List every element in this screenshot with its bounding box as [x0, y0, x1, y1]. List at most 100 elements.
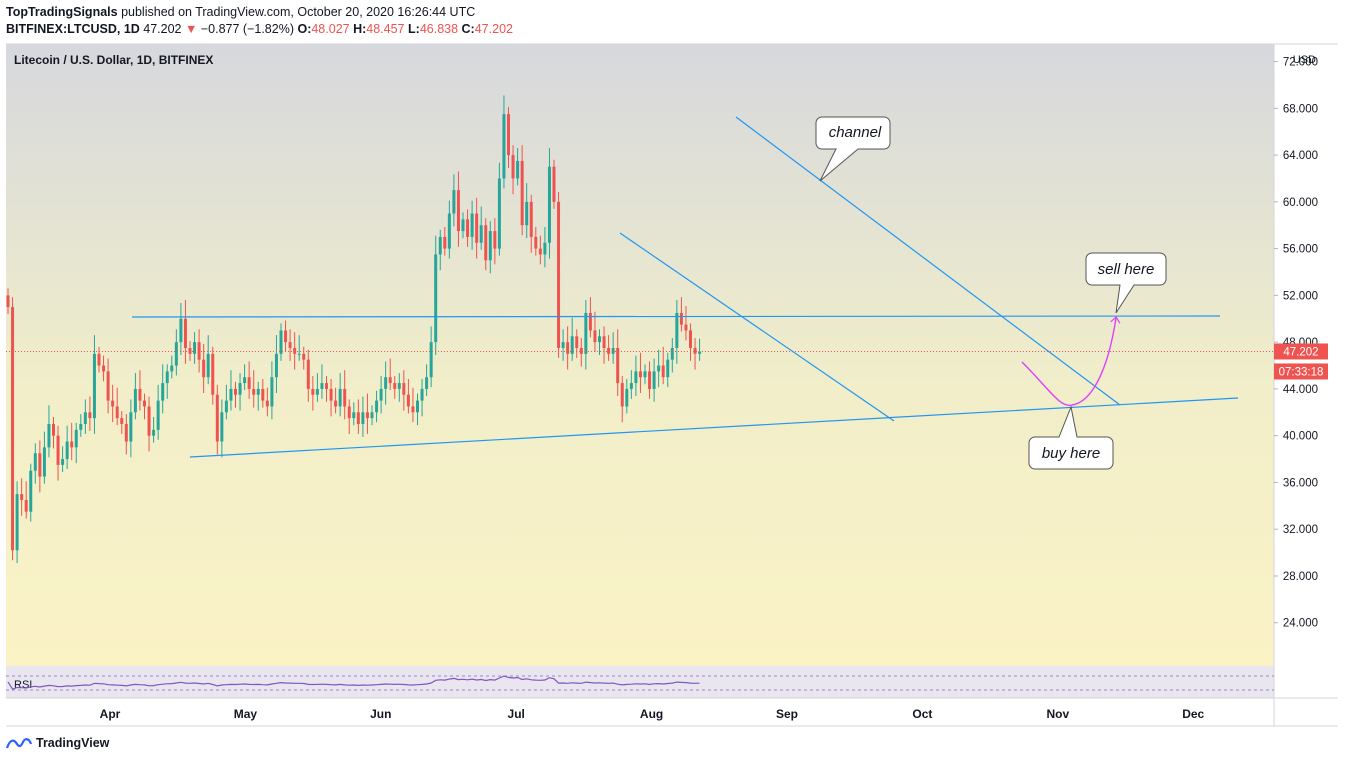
candle	[15, 481, 19, 564]
candle	[447, 200, 451, 259]
candle	[388, 358, 392, 391]
price-change: −0.877 (−1.82%)	[200, 22, 294, 36]
candle	[484, 218, 488, 271]
sell-here-label: sell here	[1098, 261, 1155, 278]
candle	[279, 323, 283, 361]
down-arrow-icon: ▼	[185, 22, 198, 36]
candle	[588, 297, 592, 338]
candle	[661, 346, 665, 385]
candle	[288, 329, 292, 361]
candle	[320, 364, 324, 399]
candle	[566, 326, 570, 370]
candle	[197, 329, 201, 373]
candle	[165, 364, 169, 399]
y-tick-label: 44.000	[1283, 384, 1318, 396]
footer-brand[interactable]: TradingView	[36, 736, 110, 750]
channel-callout[interactable]: channel	[815, 116, 891, 182]
candle	[343, 370, 347, 420]
candle	[547, 148, 551, 259]
candle	[475, 197, 479, 259]
candle	[466, 209, 470, 247]
candle	[293, 332, 297, 370]
currency-label: USD	[1293, 54, 1316, 66]
candle	[302, 346, 306, 370]
candle	[479, 206, 483, 250]
candle	[361, 396, 365, 437]
rsi-label: RSI	[14, 679, 32, 691]
candle	[420, 378, 424, 417]
sell-here-callout[interactable]: sell here	[1085, 252, 1167, 314]
x-tick-label: Dec	[1182, 707, 1204, 721]
candle	[538, 235, 542, 265]
open-value: 48.027	[311, 22, 350, 36]
y-tick-label: 32.000	[1283, 524, 1318, 536]
candle	[497, 162, 501, 256]
candle	[552, 159, 556, 209]
y-tick-label: 52.000	[1283, 290, 1318, 302]
candle	[174, 329, 178, 376]
candle	[379, 376, 383, 414]
candle	[570, 317, 574, 361]
candle	[270, 361, 274, 420]
candles	[6, 95, 702, 564]
x-tick-label: Oct	[912, 707, 932, 721]
candle	[52, 416, 55, 449]
candle	[256, 381, 260, 411]
candle	[106, 358, 110, 414]
candle	[115, 387, 119, 426]
candle	[6, 288, 10, 315]
author-name[interactable]: TopTradingSignals	[6, 5, 118, 19]
candle	[575, 329, 579, 358]
candle	[488, 221, 492, 274]
candle	[29, 463, 33, 522]
candle	[616, 329, 620, 396]
candle	[670, 338, 674, 373]
candle	[202, 343, 206, 393]
rsi-line	[7, 675, 700, 690]
candle	[406, 378, 410, 414]
candle	[461, 212, 465, 239]
candle	[161, 364, 165, 414]
tradingview-logo-icon[interactable]	[6, 736, 32, 750]
candle	[593, 311, 597, 353]
candle	[179, 302, 183, 355]
candle	[147, 396, 151, 452]
candle	[438, 229, 442, 271]
close-value: 47.202	[474, 22, 513, 36]
candle	[520, 145, 524, 236]
candle	[47, 405, 51, 458]
candle	[297, 335, 301, 361]
candle	[143, 393, 146, 420]
candle	[598, 329, 601, 355]
candle	[20, 478, 24, 516]
candle	[652, 358, 656, 402]
rsi-pane	[6, 666, 1274, 698]
x-tick-label: Apr	[100, 707, 121, 721]
candle	[206, 335, 210, 385]
candle	[425, 364, 429, 396]
chart-header: TopTradingSignals published on TradingVi…	[6, 4, 513, 38]
candle	[666, 352, 670, 388]
candle	[88, 396, 92, 431]
y-tick-label: 64.000	[1283, 150, 1318, 162]
y-tick-label: 36.000	[1283, 477, 1318, 489]
low-value: 46.838	[419, 22, 459, 36]
low-label: L:	[408, 22, 420, 36]
candle	[625, 378, 629, 414]
channel-label: channel	[829, 124, 882, 141]
candle	[183, 300, 187, 364]
candle	[434, 235, 438, 355]
open-label: O:	[297, 22, 312, 36]
buy-here-callout[interactable]: buy here	[1028, 405, 1114, 470]
candle	[306, 349, 310, 402]
candle	[638, 352, 642, 393]
ohlc-line: BITFINEX:LTCUSD, 1D 47.202 ▼ −0.877 (−1.…	[6, 21, 513, 38]
candle	[124, 414, 128, 455]
candle	[247, 361, 251, 399]
y-tick-label: 56.000	[1283, 244, 1318, 256]
candle	[507, 107, 510, 168]
y-tick-label: 28.000	[1283, 571, 1318, 583]
candle	[397, 373, 401, 402]
candle	[347, 399, 351, 434]
